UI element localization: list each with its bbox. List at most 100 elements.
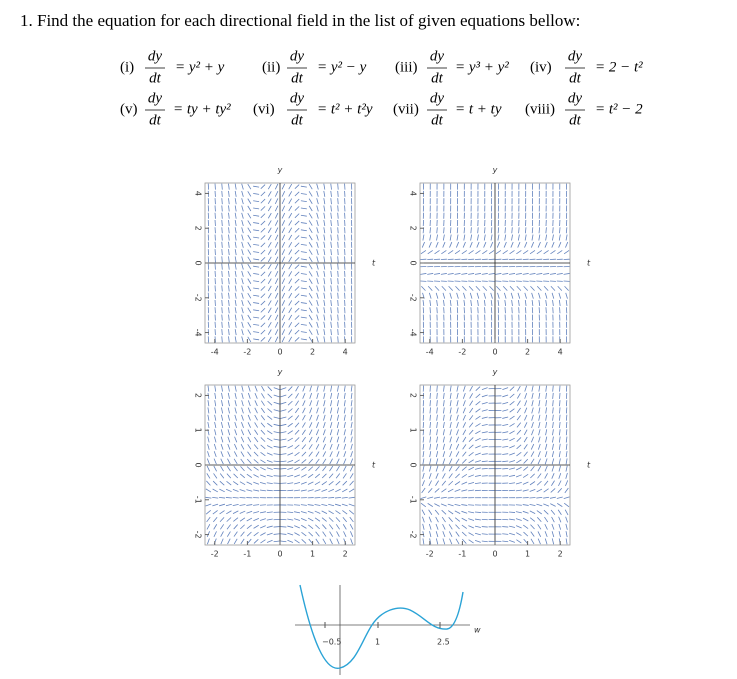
slope-arrow <box>336 458 340 465</box>
slope-arrow <box>330 314 332 321</box>
slope-arrow <box>552 436 554 443</box>
slope-arrow <box>475 430 481 435</box>
axis-label: y <box>277 166 283 175</box>
slope-arrow <box>557 250 563 255</box>
slope-arrow <box>422 234 425 241</box>
slope-arrow <box>509 285 515 291</box>
slope-arrow <box>281 329 286 335</box>
slope-arrow <box>442 443 445 450</box>
slope-arrow <box>315 531 320 537</box>
slope-arrow <box>429 421 431 429</box>
slope-arrow <box>442 523 446 530</box>
slope-arrow <box>468 466 474 471</box>
slope-arrow <box>234 314 237 321</box>
slope-arrow <box>536 496 543 499</box>
slope-arrow <box>260 329 266 335</box>
slope-arrow <box>266 474 273 477</box>
slope-arrow <box>483 299 486 307</box>
slope-arrow <box>454 489 461 492</box>
slope-arrow <box>239 473 246 479</box>
slope-arrow <box>497 292 500 299</box>
slope-arrow <box>308 191 313 197</box>
slope-arrow <box>530 436 535 443</box>
slope-arrow <box>509 511 516 513</box>
slope-arrow <box>220 443 224 450</box>
slope-arrow <box>247 249 252 255</box>
equation-label: (vi) <box>253 101 275 117</box>
slope-arrow <box>436 436 438 443</box>
slope-arrow <box>266 482 273 485</box>
slope-arrow <box>221 205 223 212</box>
slope-arrow <box>447 250 454 255</box>
slope-arrow <box>247 263 252 270</box>
slope-arrow <box>530 451 535 457</box>
slope-arrow <box>260 451 266 457</box>
slope-arrow <box>515 474 522 478</box>
slope-arrow <box>294 271 300 277</box>
slope-arrow <box>537 443 541 450</box>
slope-arrow <box>436 227 438 234</box>
slope-arrow <box>538 392 541 399</box>
slope-arrow <box>309 414 313 421</box>
slope-arrow <box>323 183 326 190</box>
slope-arrow <box>323 385 326 392</box>
slope-arrow <box>280 409 287 412</box>
slope-arrow <box>247 256 252 263</box>
slope-arrow <box>267 220 272 226</box>
slope-arrow <box>233 451 238 457</box>
slope-arrow <box>461 489 468 492</box>
slope-arrow <box>287 430 293 435</box>
slope-arrow <box>221 307 223 314</box>
slope-arrow <box>301 436 306 443</box>
slope-arrow <box>565 429 568 436</box>
slope-arrow <box>300 193 307 195</box>
slope-arrow <box>522 473 529 478</box>
slope-arrow <box>274 285 279 292</box>
slope-arrow <box>495 273 502 275</box>
slope-arrow <box>221 263 223 270</box>
slope-arrow <box>551 241 555 248</box>
slope-arrow <box>475 452 481 456</box>
slope-arrow <box>295 400 300 406</box>
slope-arrow <box>253 287 260 290</box>
slope-arrow <box>531 292 534 299</box>
slope-arrow <box>260 198 266 204</box>
slope-arrow <box>273 460 280 463</box>
slope-arrow <box>280 445 287 448</box>
slope-arrow <box>315 466 320 472</box>
slope-arrow <box>461 273 468 275</box>
slope-arrow <box>523 524 529 529</box>
slope-arrow <box>247 198 252 204</box>
slope-arrow <box>551 443 554 450</box>
slope-arrow <box>254 392 258 399</box>
slope-arrow <box>474 273 481 275</box>
slope-arrow <box>260 249 266 255</box>
slope-arrow <box>455 538 460 545</box>
slope-arrow <box>420 496 427 499</box>
slope-arrow <box>531 392 534 399</box>
slope-arrow <box>260 525 266 529</box>
slope-arrow <box>274 292 279 299</box>
slope-arrow <box>322 451 327 457</box>
slope-arrow <box>335 488 341 493</box>
slope-arrow <box>241 400 244 407</box>
slope-arrow <box>530 538 535 545</box>
slope-arrow <box>301 459 307 464</box>
slope-arrow <box>516 451 522 457</box>
slope-arrow <box>308 256 313 263</box>
slope-arrow <box>322 436 326 443</box>
slope-arrow <box>267 292 272 299</box>
slope-arrow <box>449 385 452 392</box>
slope-arrow <box>294 286 300 291</box>
slope-arrow <box>274 198 279 205</box>
slope-arrow <box>287 518 294 521</box>
slope-arrow <box>443 392 445 399</box>
slope-arrow <box>308 278 313 284</box>
slope-arrow <box>260 539 266 544</box>
slope-arrow <box>544 451 548 458</box>
slope-arrow <box>538 407 541 414</box>
slope-arrow <box>260 300 266 306</box>
slope-arrow <box>502 285 508 291</box>
slope-arrow <box>509 452 515 456</box>
slope-arrow <box>273 526 280 528</box>
